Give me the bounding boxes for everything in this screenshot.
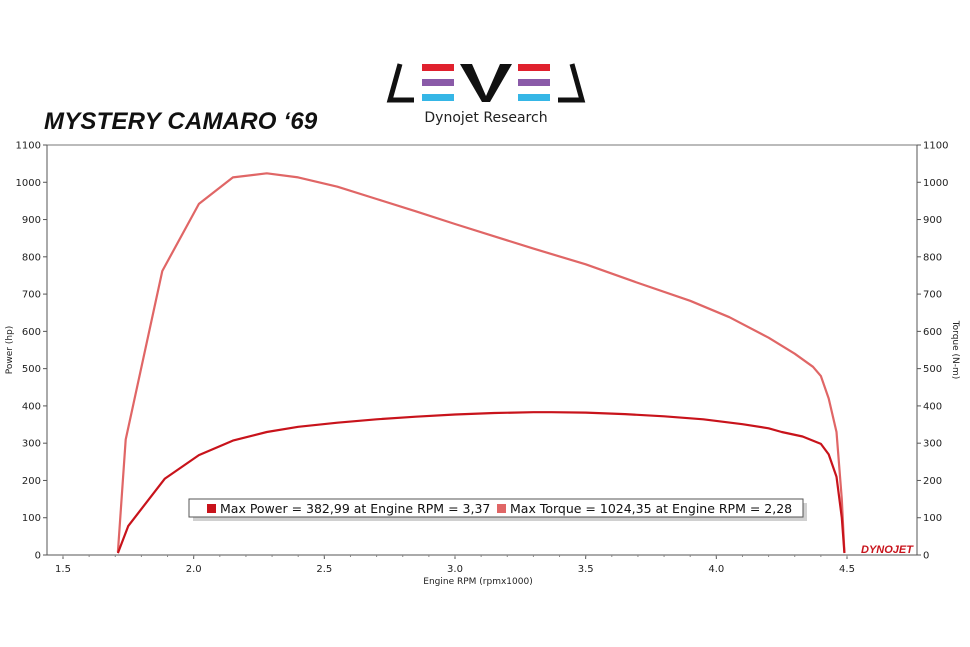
y-tick-label-right: 500 [923, 364, 942, 375]
y-tick-label-right: 600 [923, 327, 942, 338]
y-tick-label-left: 1000 [16, 178, 41, 189]
legend-box [188, 498, 804, 518]
logo-bar-red-2 [518, 64, 550, 71]
y-tick-label-right: 700 [923, 290, 942, 301]
y-tick-label-left: 100 [22, 513, 41, 524]
logo-letter-l [386, 63, 414, 103]
logo-letter-l-mirror [558, 63, 586, 103]
x-tick-label: 4.5 [839, 564, 855, 575]
y-tick-label-right: 1100 [923, 141, 948, 152]
legend-swatch-torque [497, 504, 506, 513]
y-tick-label-left: 0 [35, 551, 41, 562]
y-tick-label-left: 600 [22, 327, 41, 338]
legend-item-power: Max Power = 382,99 at Engine RPM = 3,37 [220, 501, 490, 516]
y-axis-label-left: Power (hp) [5, 326, 15, 375]
series-line-power [116, 411, 846, 554]
level-logo [386, 63, 586, 103]
x-tick-label: 3.0 [447, 564, 463, 575]
x-tick-label: 2.5 [316, 564, 332, 575]
chart-title: MYSTERY CAMARO ‘69 [44, 108, 318, 135]
dynojet-footer-logo: DYNOJET [861, 544, 914, 556]
logo-bar-blue [422, 94, 454, 101]
x-tick-label: 3.5 [578, 564, 594, 575]
logo-bar-purple-2 [518, 79, 550, 86]
logo-subtitle: Dynojet Research [424, 110, 548, 126]
y-tick-label-right: 400 [923, 401, 942, 412]
series-layer [116, 172, 846, 554]
right-ticks: 0 100 200 300 400 500 600 700 800 900 1000 1100 [917, 141, 948, 562]
y-tick-label-right: 300 [923, 439, 942, 450]
plot-frame [46, 144, 918, 556]
x-tick-label: 4.0 [708, 564, 724, 575]
left-ticks: 0 100 200 300 400 500 600 700 800 900 1000 1100 [16, 141, 47, 562]
legend-swatch-power [207, 504, 216, 513]
logo-bar-purple [422, 79, 454, 86]
y-tick-label-left: 200 [22, 476, 41, 487]
y-tick-label-right: 200 [923, 476, 942, 487]
y-tick-label-left: 400 [22, 401, 41, 412]
x-ticks: 1.5 2.0 2.5 3.0 3.5 4.0 4.5 [55, 555, 855, 575]
x-tick-label: 2.0 [186, 564, 202, 575]
logo-bar-blue-2 [518, 94, 550, 101]
y-tick-label-left: 700 [22, 290, 41, 301]
y-tick-label-right: 1000 [923, 178, 948, 189]
y-axis-label-right: Torque (N-m) [950, 320, 960, 380]
x-tick-label: 1.5 [55, 564, 71, 575]
legend: Max Power = 382,99 at Engine RPM = 3,37 … [188, 498, 807, 521]
logo-letter-v [460, 64, 512, 102]
y-tick-label-left: 900 [22, 215, 41, 226]
y-tick-label-right: 100 [923, 513, 942, 524]
y-tick-label-left: 300 [22, 439, 41, 450]
series-line-torque [116, 172, 846, 553]
y-tick-label-right: 900 [923, 215, 942, 226]
x-axis-label: Engine RPM (rpmx1000) [423, 577, 532, 587]
logo-bar-red [422, 64, 454, 71]
y-tick-label-left: 1100 [16, 141, 41, 152]
y-tick-label-right: 800 [923, 252, 942, 263]
legend-item-torque: Max Torque = 1024,35 at Engine RPM = 2,2… [510, 501, 792, 516]
y-tick-label-left: 500 [22, 364, 41, 375]
y-tick-label-right: 0 [923, 551, 929, 562]
y-tick-label-left: 800 [22, 252, 41, 263]
